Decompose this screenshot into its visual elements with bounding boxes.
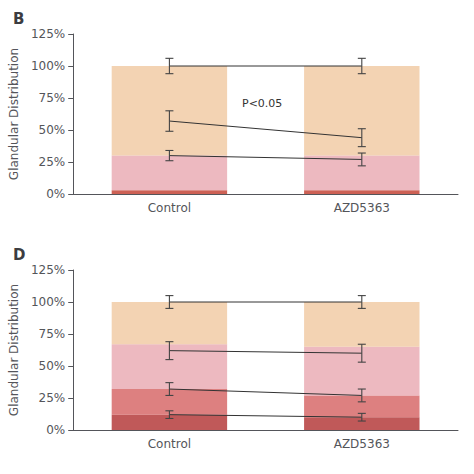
svg-text:75%: 75% [39,327,66,341]
svg-text:B: B [13,10,24,28]
svg-text:Glandular Distribution: Glandular Distribution [7,284,21,416]
svg-text:D: D [13,246,25,264]
svg-text:25%: 25% [39,155,66,169]
svg-text:AZD5363: AZD5363 [334,437,390,451]
svg-text:100%: 100% [31,295,65,309]
svg-text:P<0.05: P<0.05 [242,97,282,110]
svg-text:Glandular Distribution: Glandular Distribution [7,48,21,180]
svg-text:AZD5363: AZD5363 [334,201,390,215]
svg-text:125%: 125% [31,27,65,41]
svg-text:0%: 0% [46,187,65,201]
svg-text:Control: Control [148,201,191,215]
svg-text:Control: Control [148,437,191,451]
svg-text:50%: 50% [39,123,66,137]
svg-text:125%: 125% [31,263,65,277]
svg-text:50%: 50% [39,359,66,373]
svg-text:0%: 0% [46,423,65,437]
svg-text:25%: 25% [39,391,66,405]
svg-text:100%: 100% [31,59,65,73]
svg-text:75%: 75% [39,91,66,105]
